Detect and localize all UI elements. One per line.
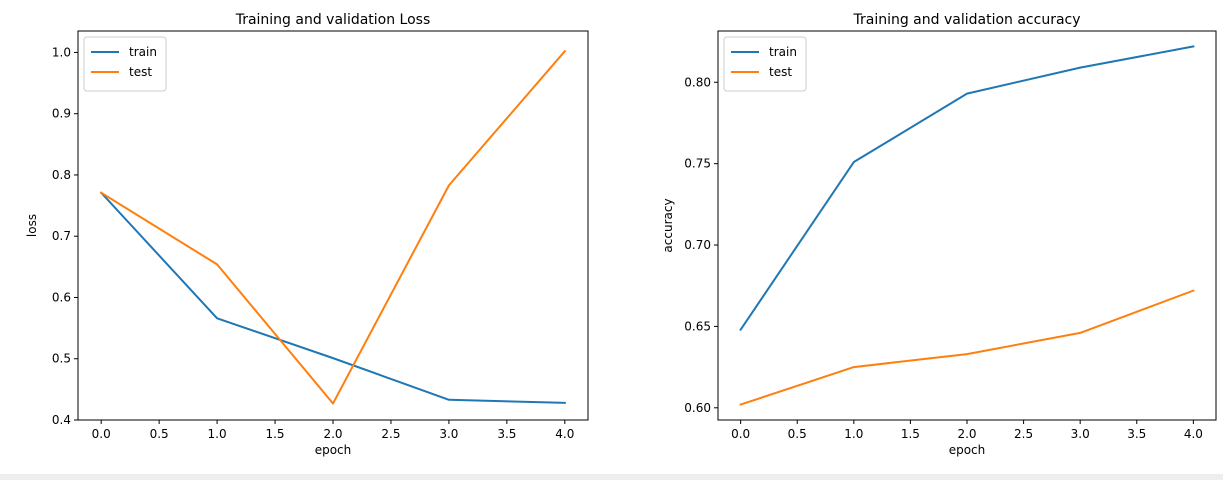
y-axis-label: accuracy xyxy=(661,198,675,252)
y-tick-label: 0.60 xyxy=(684,401,711,415)
series-line-train xyxy=(99,191,566,404)
chart-2: Training and validation accuracy 0.0 0.5 1.… xyxy=(661,12,1217,457)
chart-title: Training and validation Loss xyxy=(235,12,431,28)
x-tick-label: 0.0 xyxy=(92,427,111,441)
x-tick-label: 3.0 xyxy=(439,427,458,441)
x-tick-label: 1.5 xyxy=(901,427,920,441)
legend-box xyxy=(83,36,167,92)
x-tick-label: 0.5 xyxy=(788,427,807,441)
chart-title: Training and validation accuracy xyxy=(852,12,1080,28)
x-tick-label: 2.0 xyxy=(957,427,976,441)
y-tick-label: 1.0 xyxy=(52,45,71,59)
x-tick-label: 1.0 xyxy=(844,427,863,441)
y-tick-label: 0.75 xyxy=(684,157,711,171)
legend: train test xyxy=(723,36,807,92)
legend-label-train: train xyxy=(129,45,157,59)
x-tick-label: 0.0 xyxy=(731,427,750,441)
legend: train test xyxy=(83,36,167,92)
x-tick-label: 3.5 xyxy=(1127,427,1146,441)
x-tick-label: 1.5 xyxy=(265,427,284,441)
x-tick-label: 2.5 xyxy=(381,427,400,441)
y-tick-label: 0.70 xyxy=(684,238,711,252)
toolbar-strip xyxy=(0,474,1223,480)
x-axis-label: epoch xyxy=(315,443,352,457)
x-tick-label: 4.0 xyxy=(1184,427,1203,441)
y-tick-label: 0.4 xyxy=(52,413,71,427)
y-axis-label: loss xyxy=(25,214,39,237)
chart-1: Training and validation Loss 0.0 0.5 1.0 1.5… xyxy=(25,12,589,457)
legend-label-train: train xyxy=(769,45,797,59)
x-tick-label: 0.5 xyxy=(150,427,169,441)
series-line-test xyxy=(739,289,1195,406)
y-tick-label: 0.80 xyxy=(684,75,711,89)
legend-box xyxy=(723,36,807,92)
y-tick-label: 0.6 xyxy=(52,290,71,304)
x-tick-label: 3.0 xyxy=(1071,427,1090,441)
x-tick-label: 2.0 xyxy=(323,427,342,441)
series-line-test xyxy=(99,49,567,405)
y-tick-label: 0.65 xyxy=(684,319,711,333)
legend-label-test: test xyxy=(129,65,152,79)
x-axis-label: epoch xyxy=(949,443,986,457)
series-line-train xyxy=(739,45,1195,332)
plot-frame xyxy=(717,30,1217,421)
plot-frame xyxy=(77,30,589,421)
x-tick-label: 3.5 xyxy=(497,427,516,441)
y-tick-label: 0.7 xyxy=(52,229,71,243)
y-tick-label: 0.9 xyxy=(52,107,71,121)
x-tick-label: 2.5 xyxy=(1014,427,1033,441)
x-tick-label: 1.0 xyxy=(208,427,227,441)
x-tick-label: 4.0 xyxy=(555,427,574,441)
y-tick-label: 0.5 xyxy=(52,352,71,366)
legend-label-test: test xyxy=(769,65,792,79)
y-tick-label: 0.8 xyxy=(52,168,71,182)
